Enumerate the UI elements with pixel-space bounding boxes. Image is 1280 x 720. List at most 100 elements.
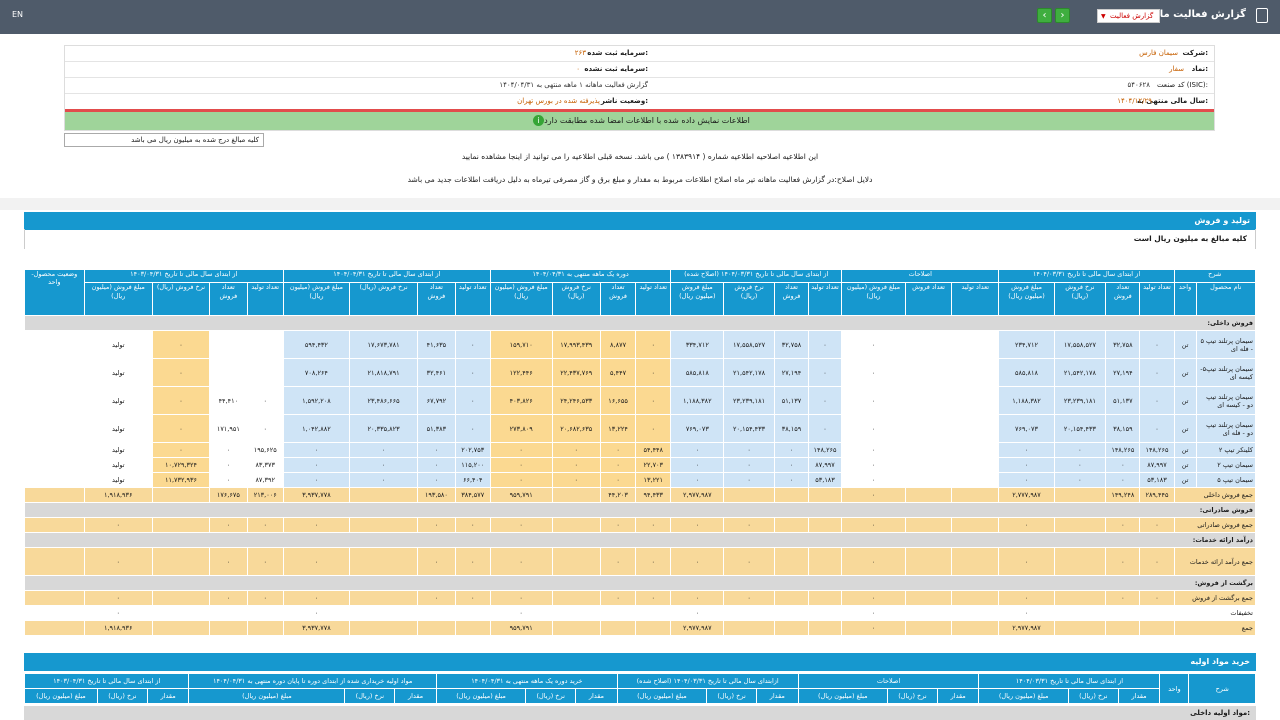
- row-cell: ۰: [670, 517, 725, 533]
- materials-header-row-1: شرح واحد از ابتدای سال مالی تا تاریخ ۱۴۰…: [23, 673, 1256, 704]
- row-cell: ۰: [83, 590, 153, 606]
- row-cell: ۰: [83, 547, 153, 576]
- row-status: تولید: [83, 457, 153, 473]
- row-cell: ۰: [417, 547, 456, 576]
- symbol-label: نماد:: [1191, 65, 1208, 73]
- row-unit: تن: [1173, 442, 1197, 458]
- row-cell: ۸۳,۳۷۳: [246, 457, 284, 473]
- row-cell: [209, 620, 248, 636]
- row-cell: ۰: [417, 472, 456, 488]
- row-cell: ۴۴,۲۰۳: [599, 487, 637, 503]
- row-cell: ۰: [454, 386, 491, 415]
- subheader-23: نرخ فروش (ریال): [151, 282, 211, 316]
- row-cell: ۰: [282, 605, 350, 621]
- subheader-8: مبلغ فروش (میلیون ریال): [841, 282, 906, 316]
- row-cell: ۲۰۲,۷۵۳: [454, 442, 491, 458]
- summary-row: تخفیفات ۰ ۰ ۰ ۰ ۰ ۰: [24, 605, 1257, 621]
- row-cell: ۰: [998, 472, 1055, 488]
- row-status: تولید: [83, 442, 153, 458]
- row-cell: ۰: [209, 590, 248, 606]
- row-cell: ۰: [841, 517, 906, 533]
- row-cell: ۲۳۴,۷۱۲: [998, 330, 1055, 359]
- report-type-select[interactable]: ▼ گزارش فعالیت: [1097, 9, 1160, 23]
- row-cell: [599, 620, 637, 636]
- row-cell: ۰: [808, 386, 843, 415]
- row-status: تولید: [83, 330, 153, 359]
- row-cell: ۳۸,۱۵۹: [1105, 414, 1141, 443]
- row-cell: ۰: [635, 358, 672, 387]
- row-cell: ۰: [282, 442, 350, 458]
- row-cell: [1053, 487, 1107, 503]
- row-cell: [904, 590, 953, 606]
- group-export-sales: فروش صادراتی:: [24, 502, 1256, 518]
- header-period-prev: از ابتدای سال مالی تا تاریخ ۱۴۰۳/۰۴/۳۱: [83, 269, 284, 283]
- summary-row: جمع ۲,۹۷۷,۹۸۷ ۰ ۲,۹۷۷,۹۸۷ ۹۵۹,۷۹۱ ۳,۹۳۷,۷۷۸ ۱,…: [24, 620, 1257, 636]
- table-row: سیمان پرتلند تیپ ۵ - فله ای تن ۰ ۳۲,۷۵۸ ۱۷,۵…: [25, 330, 1257, 359]
- row-cell: ۱۷,۵۵۸,۵۲۷: [723, 330, 775, 359]
- correction-reason: دلایل اصلاح:در گزارش فعالیت ماهانه تیر م…: [407, 175, 873, 184]
- row-cell: ۰: [209, 457, 248, 473]
- prev-button[interactable]: ‹: [1037, 8, 1052, 23]
- mat-header-desc: شرح: [1188, 673, 1256, 704]
- row-cell: [348, 487, 419, 503]
- row-cell: ۵۳,۱۸۳: [808, 472, 843, 488]
- subheader-4: نرخ فروش (ریال): [1053, 282, 1107, 316]
- row-status: [24, 547, 85, 576]
- row-cell: [904, 414, 953, 443]
- row-cell: [773, 605, 810, 621]
- row-cell: [151, 547, 211, 576]
- verification-banner: i اطلاعات نمایش داده شده با اطلاعات امضا …: [65, 112, 1214, 130]
- row-cell: ۰: [723, 457, 775, 473]
- row-cell: ۲۳,۴۸۶,۶۶۵: [348, 386, 419, 415]
- row-cell: ۵۱,۱۳۷: [773, 386, 810, 415]
- materials-group-domestic: مواد اولیه داخلی:: [24, 706, 1256, 720]
- mat-subheader-sub_qty: مقدار: [1117, 688, 1161, 704]
- row-unit: تن: [1173, 358, 1197, 387]
- row-cell: ۰: [1105, 472, 1141, 488]
- row-cell: [808, 620, 843, 636]
- row-cell: [723, 487, 775, 503]
- row-status: [24, 487, 85, 503]
- mat-subheader-sub_qty: مقدار: [146, 688, 190, 704]
- row-cell: ۰: [599, 547, 637, 576]
- row-cell: [951, 517, 1000, 533]
- table-header-row-2: نام محصول واحد تعداد تولید تعداد فروش نرخ فر…: [25, 282, 1257, 316]
- summary-row: جمع برگشت از فروش ۰ ۰ ۰ ۰ ۰ ۰ ۰ ۰ ۰ ۰ ۰ ۰ ۰ ۰ ۰: [24, 590, 1257, 606]
- fiscal-year-label: سال مالی منتهی به:: [1136, 97, 1208, 105]
- row-cell: ۰: [209, 472, 248, 488]
- row-cell: ۳۸,۱۵۹: [773, 414, 810, 443]
- row-cell: [151, 590, 211, 606]
- row-product-name: جمع درآمد ارائه خدمات: [1173, 547, 1257, 576]
- row-cell: ۰: [808, 414, 843, 443]
- next-button[interactable]: ›: [1055, 8, 1070, 23]
- subheader-9: تعداد تولید: [808, 282, 843, 316]
- status-label: وضعیت ناشر:: [600, 97, 648, 105]
- language-toggle[interactable]: EN: [12, 10, 24, 19]
- row-cell: ۲۱,۵۴۲,۱۷۸: [1053, 358, 1107, 387]
- row-unit: تن: [1173, 330, 1197, 359]
- row-cell: ۱,۹۱۸,۹۳۶: [83, 620, 153, 636]
- mat-subheader-sub_rate: نرخ (ریال): [344, 688, 396, 704]
- row-cell: ۰: [599, 457, 637, 473]
- mat-subheader-sub_amount: مبلغ (میلیون ریال): [435, 688, 527, 704]
- mat-subheader-sub_rate: نرخ (ریال): [887, 688, 938, 704]
- row-cell: [951, 330, 1000, 359]
- row-cell: ۰: [773, 457, 810, 473]
- row-cell: [599, 605, 637, 621]
- row-cell: [951, 457, 1000, 473]
- amount-unit-note: کلیه مبالغ درج شده به میلیون ریال می باش…: [64, 133, 264, 147]
- mat-subheader-sub_rate: نرخ (ریال): [1067, 688, 1119, 704]
- row-cell: [904, 472, 953, 488]
- row-cell: [1053, 547, 1107, 576]
- correction-notice[interactable]: این اطلاعیه اصلاحیه اطلاعیه شماره ( ۱۳۸۳…: [461, 152, 819, 161]
- row-cell: [951, 472, 1000, 488]
- row-unit: تن: [1173, 457, 1197, 473]
- row-cell: ۰: [151, 442, 211, 458]
- row-cell: ۰: [670, 442, 725, 458]
- row-cell: [348, 590, 419, 606]
- row-cell: [904, 457, 953, 473]
- mat-subheader-sub_amount: مبلغ (میلیون ریال): [797, 688, 889, 704]
- row-cell: ۰: [599, 517, 637, 533]
- subheader-17: تعداد تولید: [454, 282, 491, 316]
- row-cell: [635, 620, 672, 636]
